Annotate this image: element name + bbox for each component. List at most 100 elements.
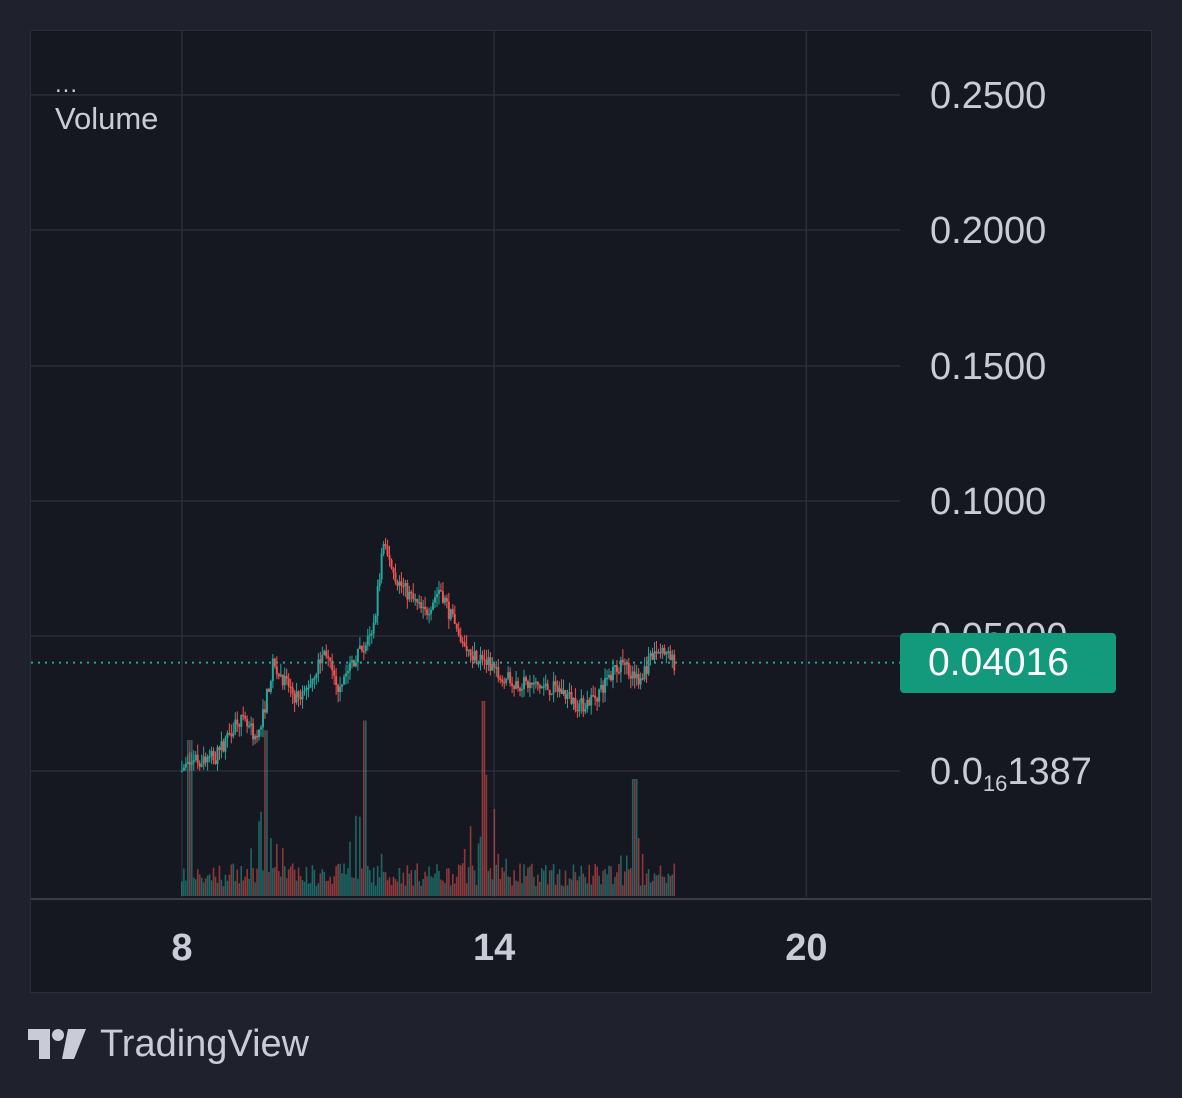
volume-bar — [351, 877, 353, 896]
candle-body — [566, 694, 569, 700]
candle-body — [661, 647, 664, 653]
volume-bar — [329, 876, 332, 896]
candle-body — [246, 719, 249, 727]
volume-bar — [596, 866, 598, 896]
candle-body — [370, 633, 373, 636]
volume-bar — [341, 873, 343, 896]
candle-body — [467, 649, 470, 652]
volume-bar — [602, 870, 604, 896]
chart-frame — [30, 30, 1152, 993]
candle-body — [647, 656, 650, 674]
volume-bar — [548, 870, 551, 896]
candle-body — [402, 585, 405, 588]
candle-body — [580, 698, 583, 704]
tradingview-logo[interactable]: TradingView — [28, 1016, 309, 1072]
volume-bar — [220, 879, 223, 896]
volume-bar — [626, 855, 628, 896]
candle-body — [487, 657, 490, 665]
volume-bar — [612, 883, 614, 896]
volume-bar — [283, 866, 286, 896]
candle-body — [611, 666, 614, 681]
candle-body — [216, 747, 219, 764]
legend-volume-label[interactable]: Volume — [55, 101, 159, 136]
volume-bar — [647, 869, 650, 896]
volume-bar — [659, 865, 662, 896]
candle-body — [345, 673, 348, 677]
volume-bar — [315, 885, 318, 896]
candle-body — [540, 686, 543, 689]
candle-body — [265, 688, 268, 713]
volume-bar — [590, 884, 593, 896]
volume-bar — [364, 720, 367, 896]
candle-body — [354, 662, 357, 667]
volume-bar — [562, 886, 565, 896]
candle-body — [548, 689, 551, 695]
volume-bar — [272, 868, 274, 896]
candle-body — [441, 591, 444, 603]
candle-body — [613, 665, 616, 667]
volume-bar — [604, 868, 606, 896]
candle-body — [609, 674, 612, 681]
candle-body — [202, 756, 205, 765]
candle-body — [576, 709, 579, 712]
x-tick-label: 14 — [473, 927, 515, 969]
volume-bar — [412, 885, 415, 896]
volume-bar — [438, 871, 440, 896]
volume-bar — [655, 875, 658, 896]
candle-body — [380, 553, 383, 580]
volume-bar — [250, 848, 252, 896]
volume-bar — [513, 870, 515, 896]
candle-body — [499, 678, 502, 680]
volume-bar — [637, 838, 640, 896]
candle-body — [313, 678, 316, 680]
volume-bar — [380, 853, 383, 896]
volume-bar — [521, 883, 523, 896]
volume-bar — [527, 867, 529, 896]
volume-bar — [554, 884, 557, 896]
candle-body — [538, 685, 541, 689]
volume-bar — [586, 883, 589, 896]
volume-bar — [663, 876, 666, 896]
candle-body — [432, 602, 435, 610]
volume-bar — [404, 885, 407, 896]
candle-body — [325, 650, 328, 657]
candle-body — [643, 666, 646, 680]
volume-bar — [574, 872, 577, 896]
candle-body — [295, 691, 298, 703]
x-axis[interactable]: 8 14 20 — [171, 927, 827, 969]
volume-bar — [450, 885, 452, 896]
volume-bar — [584, 877, 587, 896]
candle-body — [588, 699, 591, 706]
legend-more[interactable]: ... — [55, 71, 79, 98]
candle-body — [406, 582, 409, 600]
candle-body — [275, 666, 278, 674]
candle-body — [435, 593, 438, 598]
candle-body — [655, 651, 658, 654]
volume-bar — [582, 873, 585, 896]
volume-bar — [661, 876, 664, 896]
volume-bar — [254, 882, 256, 896]
volume-bar — [426, 876, 428, 896]
volume-bar — [398, 867, 401, 896]
volume-bar — [610, 866, 612, 896]
volume-bar — [614, 876, 616, 896]
candle-body — [649, 653, 652, 657]
candle-body — [572, 697, 575, 704]
candle-body — [526, 681, 529, 689]
volume-bar — [546, 884, 549, 896]
volume-bar — [194, 879, 197, 896]
volume-bar — [645, 873, 648, 896]
volume-bar — [276, 843, 278, 896]
candle-body — [590, 695, 593, 706]
volume-bar — [481, 701, 484, 896]
volume-bar — [274, 867, 276, 896]
volume-bar — [325, 881, 328, 896]
volume-bar — [396, 881, 399, 896]
candle-body — [515, 681, 518, 689]
volume-bar — [631, 779, 634, 896]
candle-body — [269, 681, 272, 693]
candle-body — [412, 593, 415, 600]
volume-bar — [198, 874, 201, 896]
